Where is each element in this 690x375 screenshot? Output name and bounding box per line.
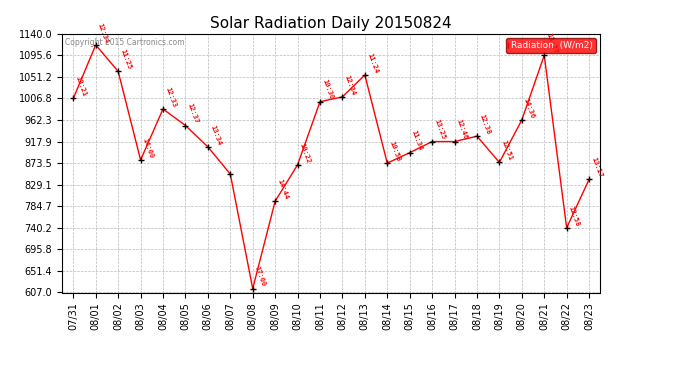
Text: 11:25: 11:25 <box>119 48 132 70</box>
Text: 12:34: 12:34 <box>97 22 110 44</box>
Text: 10:58: 10:58 <box>388 140 402 162</box>
Text: 12:38: 12:38 <box>478 113 491 135</box>
Text: 12:37: 12:37 <box>186 102 199 125</box>
Text: 10:30: 10:30 <box>321 79 334 101</box>
Text: 13:25: 13:25 <box>433 118 446 141</box>
Text: 14:36: 14:36 <box>523 97 536 119</box>
Text: 10:22: 10:22 <box>299 142 312 164</box>
Text: 12:58: 12:58 <box>568 205 581 227</box>
Text: 13:34: 13:34 <box>209 124 222 146</box>
Title: Solar Radiation Daily 20150824: Solar Radiation Daily 20150824 <box>210 16 452 31</box>
Text: 17:00: 17:00 <box>254 266 267 288</box>
Text: 12:34: 12:34 <box>344 74 357 96</box>
Text: 13:21: 13:21 <box>75 75 88 98</box>
Text: 14:00: 14:00 <box>141 137 155 159</box>
Text: 13:17: 13:17 <box>590 156 603 178</box>
Legend: Radiation  (W/m2): Radiation (W/m2) <box>506 38 595 53</box>
Text: 13:27: 13:27 <box>545 32 558 54</box>
Text: 12:33: 12:33 <box>164 86 177 108</box>
Text: 14:44: 14:44 <box>276 178 289 200</box>
Text: Copyright 2015 Cartronics.com: Copyright 2015 Cartronics.com <box>65 38 184 46</box>
Text: 11:24: 11:24 <box>366 52 379 74</box>
Text: 12:51: 12:51 <box>500 140 513 161</box>
Text: 12:46: 12:46 <box>455 118 469 141</box>
Text: 11:34: 11:34 <box>411 130 424 152</box>
